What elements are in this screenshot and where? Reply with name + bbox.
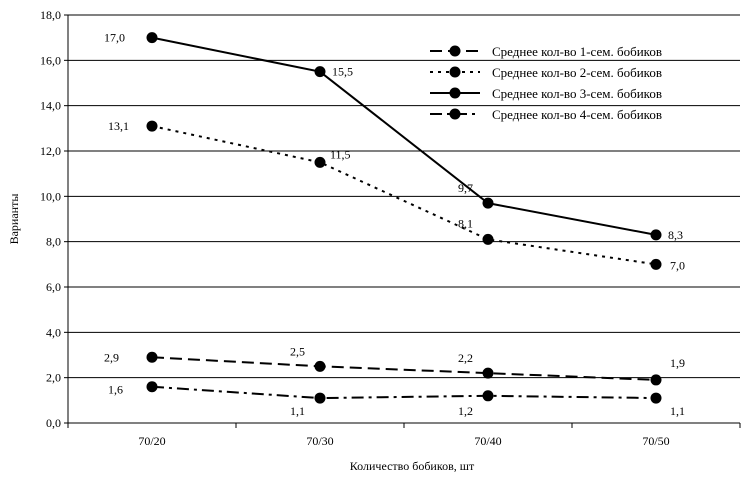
legend-marker	[449, 45, 461, 57]
x-tick-label: 70/20	[138, 434, 165, 448]
legend-label: Среднее кол-во 1-сем. бобиков	[492, 44, 662, 59]
data-point	[314, 156, 326, 168]
y-axis-title: Варианты	[7, 194, 21, 245]
y-tick-label: 12,0	[40, 144, 61, 158]
data-label: 1,2	[458, 404, 473, 418]
data-label: 13,1	[108, 119, 129, 133]
data-point	[146, 381, 158, 393]
y-tick-label: 4,0	[46, 325, 61, 339]
series-line-1	[151, 356, 657, 381]
y-tick-label: 8,0	[46, 235, 61, 249]
legend-marker	[449, 108, 461, 120]
data-label: 15,5	[332, 65, 353, 79]
data-point	[650, 374, 662, 386]
y-tick-label: 14,0	[40, 99, 61, 113]
data-point	[146, 32, 158, 44]
series-line-4	[151, 385, 657, 400]
data-point	[482, 390, 494, 402]
data-point	[146, 351, 158, 363]
x-axis-title: Количество бобиков, шт	[350, 459, 475, 473]
data-point	[314, 392, 326, 404]
y-tick-label: 16,0	[40, 53, 61, 67]
data-point	[482, 197, 494, 209]
data-point	[650, 392, 662, 404]
data-point	[650, 258, 662, 270]
data-point	[314, 360, 326, 372]
data-label: 2,2	[458, 351, 473, 365]
data-point	[314, 66, 326, 78]
data-point	[146, 120, 158, 132]
y-tick-label: 18,0	[40, 8, 61, 22]
data-label: 7,0	[670, 258, 685, 272]
y-tick-label: 2,0	[46, 371, 61, 385]
data-point	[482, 233, 494, 245]
data-label: 2,9	[104, 350, 119, 364]
data-point	[650, 229, 662, 241]
data-point	[482, 367, 494, 379]
y-tick-label: 0,0	[46, 416, 61, 430]
data-label: 1,9	[670, 356, 685, 370]
legend-label: Среднее кол-во 4-сем. бобиков	[492, 107, 662, 122]
data-label: 11,5	[330, 147, 351, 161]
data-label: 9,7	[458, 181, 473, 195]
data-label: 8,3	[668, 228, 683, 242]
data-label: 1,6	[108, 383, 123, 397]
x-tick-label: 70/40	[474, 434, 501, 448]
y-tick-label: 6,0	[46, 280, 61, 294]
series-line-3	[151, 36, 657, 236]
legend-marker	[449, 87, 461, 99]
data-label: 1,1	[670, 404, 685, 418]
y-tick-label: 10,0	[40, 189, 61, 203]
data-label: 2,5	[290, 344, 305, 358]
x-tick-label: 70/30	[306, 434, 333, 448]
x-tick-label: 70/50	[642, 434, 669, 448]
legend-label: Среднее кол-во 2-сем. бобиков	[492, 65, 662, 80]
data-label: 17,0	[104, 31, 125, 45]
legend-marker	[449, 66, 461, 78]
data-label: 1,1	[290, 404, 305, 418]
legend-label: Среднее кол-во 3-сем. бобиков	[492, 86, 662, 101]
series-line-2	[151, 125, 657, 266]
data-label: 8,1	[458, 216, 473, 230]
